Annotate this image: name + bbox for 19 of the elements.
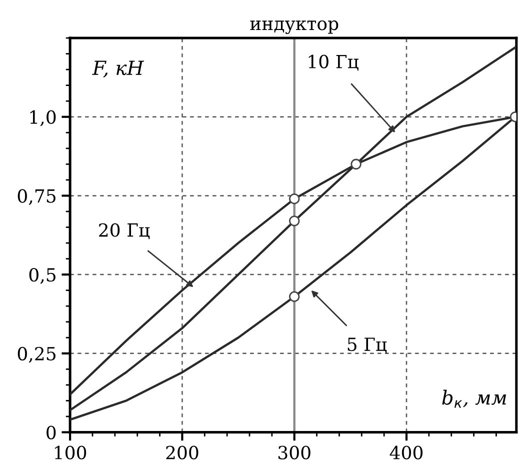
point <box>289 194 300 204</box>
y-axis-title: F, кН <box>92 60 144 78</box>
y-tick-label: 0,25 <box>18 346 56 363</box>
y-tick-label: 0,75 <box>18 189 56 206</box>
y-tick-label: 0,5 <box>29 268 56 284</box>
x-tick-label: 200 <box>166 446 198 460</box>
y-tick-label: 1,0 <box>30 110 56 126</box>
point <box>289 216 300 226</box>
x-axis-title: b$_{к}$, мм <box>442 390 506 408</box>
ref-line-label: индуктор <box>250 20 338 34</box>
point <box>350 158 362 170</box>
annotation: 5 Гц <box>348 338 387 354</box>
x-tick-label: 300 <box>278 446 310 460</box>
x-tick-label: 100 <box>55 446 86 460</box>
point <box>289 291 300 302</box>
y-tick-label: 0 <box>46 426 56 440</box>
annotation: 20 Гц <box>99 223 150 240</box>
x-tick-label: 400 <box>390 446 423 460</box>
annotation: 10 Гц <box>308 54 358 71</box>
